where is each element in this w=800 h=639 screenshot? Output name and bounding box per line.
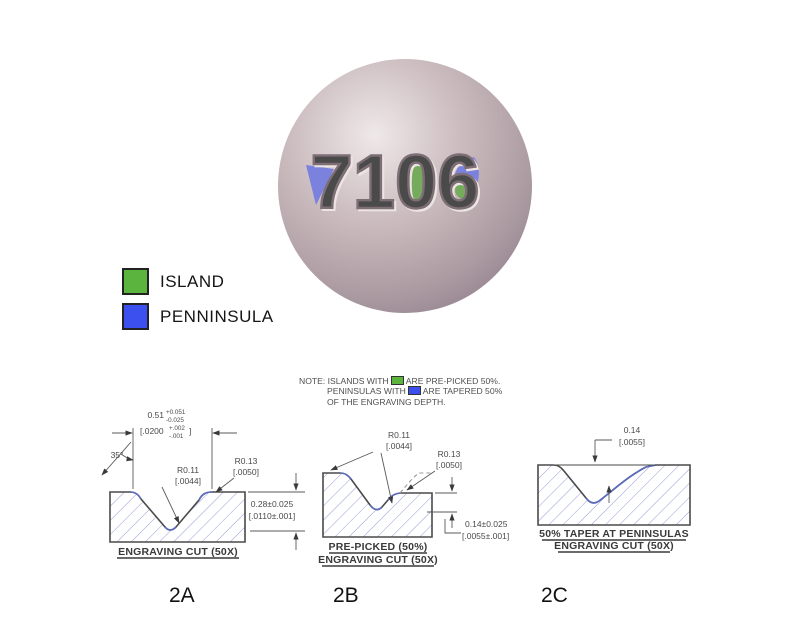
groove-radius-curves-2a bbox=[129, 491, 213, 531]
note-line-2: PENINSULAS WITH ARE TAPERED 50% bbox=[327, 386, 503, 397]
figure-2a-engraving-cut: 0.51 +0.051 -0.025 [.0200 +.002 -.001 ] … bbox=[101, 409, 305, 559]
dim-width-alt-close: ] bbox=[189, 426, 191, 436]
drawing-note: NOTE: ISLANDS WITH ARE PRE-PICKED 50%. PE… bbox=[299, 376, 539, 407]
dim-r-top-alt: [.0050] bbox=[436, 460, 462, 470]
figure-2c-caption-1: 50% TAPER AT PENINSULAS bbox=[539, 528, 689, 540]
r-bottom-leader bbox=[161, 486, 180, 524]
dim-r-bottom: R0.11 bbox=[177, 465, 199, 475]
note-line-1: NOTE: ISLANDS WITH ARE PRE-PICKED 50%. bbox=[299, 376, 501, 386]
figure-2b-caption-2: ENGRAVING CUT (50X) bbox=[318, 554, 438, 566]
figure-2c-taper-cut: 0.14 [.0055] 50% TAPER AT PENINSULAS ENG… bbox=[537, 425, 691, 553]
dim-depth: 0.14±0.025 bbox=[465, 519, 508, 529]
figure-2a-caption: ENGRAVING CUT (50X) bbox=[118, 546, 238, 558]
depth-leader-elbow bbox=[444, 519, 461, 534]
island-fill-digit0 bbox=[406, 162, 432, 200]
note-island-swatch bbox=[390, 376, 404, 385]
dim-r-top: R0.13 bbox=[235, 456, 258, 466]
engraving-text: 7106 bbox=[310, 140, 479, 225]
dim-width-tol-minus: -0.025 bbox=[166, 417, 184, 424]
r-bottom-leader bbox=[380, 452, 394, 504]
note-line-3: OF THE ENGRAVING DEPTH. bbox=[327, 396, 446, 407]
peninsula-label: PENNINSULA bbox=[160, 306, 274, 326]
dim-r-bottom: R0.11 bbox=[388, 430, 410, 440]
island-fill-digit6 bbox=[455, 180, 479, 200]
island-label: ISLAND bbox=[160, 271, 225, 291]
dim-depth-alt: [.0110±.001] bbox=[249, 511, 296, 521]
legend-item-island: ISLAND bbox=[122, 268, 224, 295]
engraving-highlight: 7106 bbox=[312, 142, 481, 227]
dim-depth: 0.14 bbox=[624, 425, 641, 435]
taper-curve-2c bbox=[585, 464, 657, 504]
figure-2b-pre-picked-cut: R0.11 [.0044] R0.13 [.0050] 0.14±0.025 [… bbox=[318, 430, 509, 567]
dim-depth-alt: [.0055±.001] bbox=[462, 531, 509, 541]
engraved-ball-illustration: 7106 7106 bbox=[278, 59, 532, 313]
legend-item-peninsula: PENNINSULA bbox=[122, 303, 274, 330]
peninsula-fill-digit6 bbox=[453, 157, 479, 188]
figure-label-2b: 2B bbox=[333, 584, 359, 607]
r-top-leader bbox=[406, 470, 436, 491]
dim-width: 0.51 bbox=[147, 410, 164, 420]
angle-ref-line bbox=[101, 441, 132, 476]
dim-width-alt-minus: -.001 bbox=[169, 433, 184, 440]
cross-section-2c bbox=[537, 464, 691, 526]
cross-section-2a bbox=[109, 491, 246, 543]
dim-width-tol-plus: +0.051 bbox=[166, 409, 186, 416]
figure-2b-caption-1: PRE-PICKED (50%) bbox=[329, 541, 428, 553]
note-peninsula-swatch bbox=[407, 386, 421, 396]
peninsula-color-swatch bbox=[122, 303, 149, 330]
dim-width-alt: [.0200 bbox=[140, 426, 164, 436]
figure-2c-caption-2: ENGRAVING CUT (50X) bbox=[554, 540, 674, 552]
island-color-swatch bbox=[122, 268, 149, 295]
original-profile-dashed-2b bbox=[399, 472, 432, 494]
r-top-leader bbox=[215, 477, 235, 493]
ball-sphere bbox=[278, 59, 532, 313]
peninsula-fill-digit7 bbox=[306, 165, 334, 205]
dim-depth: 0.28±0.025 bbox=[251, 499, 294, 509]
dim-r-bottom-alt: [.0044] bbox=[175, 476, 201, 486]
dim-r-top-alt: [.0050] bbox=[233, 467, 259, 477]
dim-r-top: R0.13 bbox=[438, 449, 461, 459]
figure-label-2a: 2A bbox=[169, 584, 195, 607]
dim-depth-alt: [.0055] bbox=[619, 437, 645, 447]
cross-section-2b bbox=[322, 472, 433, 538]
dim-angle: 35° bbox=[111, 450, 124, 460]
dim-width-alt-plus: +.002 bbox=[169, 425, 185, 432]
angle-arc bbox=[120, 453, 134, 462]
figure-label-2c: 2C bbox=[541, 584, 568, 607]
r-bottom-leader-2 bbox=[330, 451, 374, 471]
dim-r-bottom-alt: [.0044] bbox=[386, 441, 412, 451]
